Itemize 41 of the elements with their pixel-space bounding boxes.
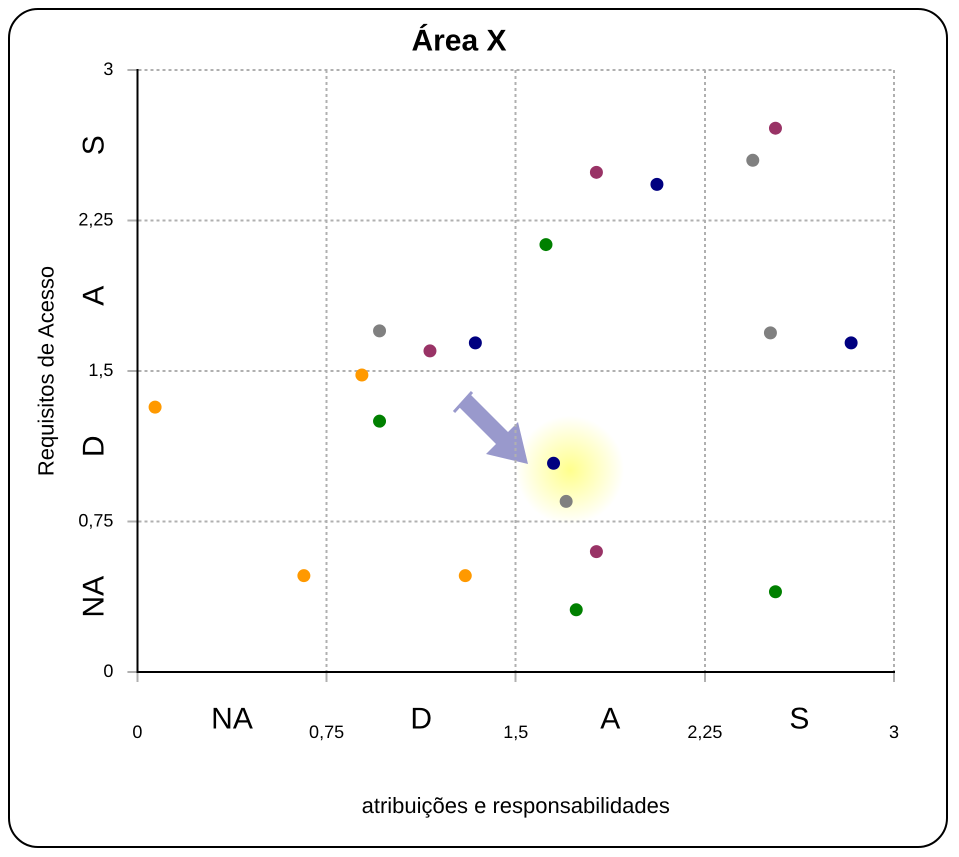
text: A — [78, 286, 111, 306]
x-tick-label: 2,25 — [687, 722, 722, 742]
point — [560, 494, 573, 508]
x-tick-label: 3 — [888, 722, 900, 742]
point — [468, 336, 482, 350]
x-tick-label: 0 — [132, 722, 142, 742]
text: D — [78, 435, 111, 458]
point — [590, 166, 603, 179]
x-tick-label: 0,75 — [309, 722, 344, 742]
point — [764, 326, 777, 340]
text: D — [410, 702, 432, 736]
x-tick-label: 1,5 — [503, 722, 528, 742]
point — [373, 324, 386, 338]
y-axis-title: Requisitos de Acesso — [33, 266, 58, 476]
y-tick-label: 0 — [103, 660, 114, 681]
point — [570, 603, 583, 616]
x-axis-title: atribuições e responsabilidades — [362, 792, 670, 818]
y-tick-label: 1,5 — [88, 360, 114, 380]
y-tick-label: 2,25 — [78, 209, 114, 230]
point — [148, 400, 162, 414]
chart-title: Área X — [411, 23, 507, 58]
text: NA — [211, 702, 253, 736]
point — [650, 178, 664, 191]
point — [458, 569, 472, 582]
y-tick-label: 3 — [103, 58, 114, 79]
text: A — [600, 702, 620, 736]
point — [423, 344, 436, 358]
point — [297, 569, 310, 582]
point — [547, 456, 560, 470]
text: S — [789, 702, 810, 736]
text: NA — [78, 576, 111, 618]
point — [768, 585, 782, 598]
y-tick-label: 0,75 — [78, 510, 114, 530]
point — [590, 545, 603, 558]
point — [746, 154, 760, 167]
point — [768, 122, 782, 135]
point — [539, 238, 552, 252]
text: S — [78, 135, 111, 156]
point — [373, 414, 386, 428]
point — [844, 336, 858, 350]
point — [355, 368, 368, 382]
